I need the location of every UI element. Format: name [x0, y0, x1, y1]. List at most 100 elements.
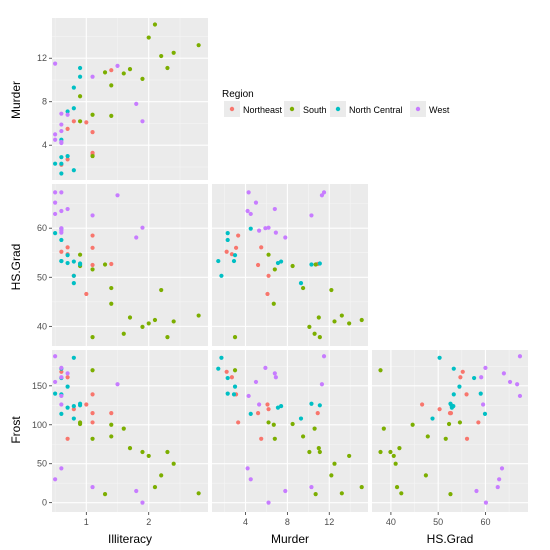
- point-north-central: [65, 153, 70, 159]
- point-north-central: [451, 366, 456, 371]
- point-south: [121, 71, 126, 76]
- point-south: [146, 453, 151, 459]
- point-north-central: [225, 237, 230, 243]
- point-north-central: [298, 416, 304, 421]
- legend-label-north-central: North Central: [349, 105, 403, 115]
- point-south: [271, 301, 276, 306]
- point-south: [446, 421, 452, 427]
- point-south: [171, 50, 176, 55]
- point-west: [53, 132, 58, 137]
- point-northeast: [109, 410, 114, 416]
- point-north-central: [71, 106, 76, 111]
- point-west: [321, 190, 327, 195]
- point-south: [443, 436, 448, 441]
- point-west: [479, 375, 484, 380]
- point-north-central: [225, 230, 230, 236]
- point-northeast: [90, 410, 95, 416]
- point-north-central: [457, 384, 462, 389]
- point-west: [474, 488, 479, 494]
- point-south: [290, 263, 295, 269]
- point-west: [501, 371, 506, 376]
- point-north-central: [65, 109, 70, 114]
- point-south: [423, 473, 428, 478]
- point-northeast: [90, 150, 95, 155]
- x-axis-title-murder: Murder: [271, 532, 309, 546]
- point-south: [109, 434, 114, 439]
- point-south: [266, 252, 271, 257]
- point-south: [159, 287, 164, 293]
- point-north-central: [248, 226, 253, 231]
- panel-background: [52, 350, 208, 512]
- point-west: [53, 477, 58, 482]
- point-west: [65, 112, 70, 117]
- point-west: [59, 393, 64, 399]
- point-west: [245, 466, 250, 471]
- point-north-central: [71, 273, 76, 278]
- point-south: [121, 331, 126, 336]
- y-axis-title-hsgrad: HS.Grad: [9, 244, 23, 291]
- panel-background: [52, 18, 208, 180]
- point-north-central: [437, 355, 442, 360]
- point-northeast: [90, 233, 95, 238]
- point-north-central: [219, 355, 224, 360]
- point-west: [248, 211, 253, 217]
- point-northeast: [224, 369, 229, 374]
- point-west: [59, 466, 64, 471]
- point-northeast: [255, 410, 261, 416]
- point-north-central: [430, 416, 435, 421]
- point-northeast: [259, 436, 264, 441]
- point-north-central: [53, 161, 58, 166]
- point-west: [319, 193, 325, 198]
- panel-background: [372, 350, 528, 512]
- point-north-central: [472, 375, 477, 381]
- point-south: [109, 422, 114, 427]
- y-tick-label-frost: 100: [32, 420, 47, 430]
- point-west: [53, 379, 58, 385]
- point-south: [127, 315, 133, 320]
- legend-label-south: South: [303, 105, 327, 115]
- point-west: [495, 484, 500, 490]
- point-west: [480, 402, 486, 407]
- point-south: [152, 484, 158, 490]
- point-west: [59, 208, 64, 214]
- point-south: [102, 491, 108, 497]
- point-west: [321, 354, 327, 359]
- point-north-central: [275, 260, 281, 266]
- point-west: [59, 111, 64, 116]
- point-south: [109, 285, 114, 291]
- point-south: [448, 491, 453, 497]
- point-north-central: [309, 262, 314, 267]
- x-tick-label-murder: 4: [243, 517, 248, 527]
- point-south: [332, 319, 337, 324]
- point-south: [347, 321, 352, 326]
- point-northeast: [460, 369, 465, 374]
- point-south: [290, 421, 295, 427]
- x-axis-title-hsgrad: HS.Grad: [427, 532, 474, 546]
- point-south: [159, 53, 164, 59]
- point-west: [134, 101, 139, 106]
- point-west: [59, 402, 64, 407]
- point-south: [109, 301, 114, 306]
- point-west: [53, 190, 58, 195]
- point-south: [359, 484, 364, 490]
- point-south: [378, 368, 383, 373]
- point-south: [399, 491, 404, 496]
- point-west: [515, 382, 520, 387]
- point-south: [339, 491, 344, 496]
- point-north-central: [65, 260, 70, 266]
- point-west: [53, 61, 58, 66]
- point-north-central: [232, 253, 238, 258]
- point-northeast: [265, 291, 270, 297]
- point-northeast: [464, 392, 469, 397]
- point-north-central: [216, 366, 221, 371]
- panel-background: [52, 184, 208, 346]
- point-north-central: [77, 403, 83, 408]
- point-north-central: [451, 392, 456, 397]
- point-south: [313, 491, 318, 497]
- point-south: [272, 267, 277, 272]
- point-west: [245, 208, 250, 214]
- point-west: [272, 206, 277, 212]
- point-west: [140, 225, 145, 230]
- point-northeast: [266, 407, 271, 412]
- point-northeast: [109, 68, 114, 73]
